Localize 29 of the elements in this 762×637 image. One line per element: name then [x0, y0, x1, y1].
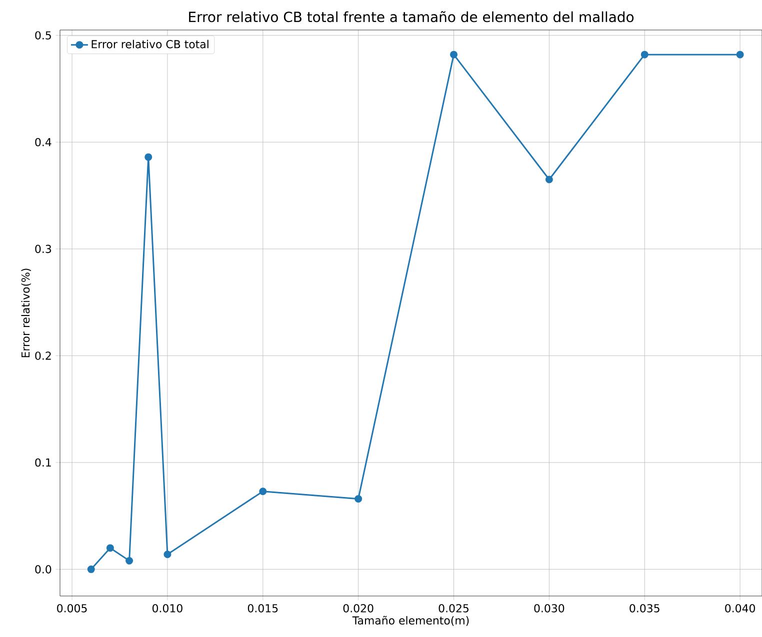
x-tick-label: 0.010: [152, 604, 182, 612]
y-tick-label: 0.1: [35, 458, 51, 467]
y-tick-label: 0.0: [35, 565, 52, 574]
point: [144, 153, 152, 161]
point: [640, 50, 648, 58]
point: [354, 495, 362, 503]
chart-title: Error relativo CB total frente a tamaño de elemento del mallado: [189, 11, 634, 22]
x-tick-label: 0.025: [438, 604, 468, 612]
point: [87, 566, 95, 574]
point: [126, 557, 134, 565]
y-axis-title: Error relativo(%): [21, 268, 31, 358]
x-tick-label: 0.005: [57, 604, 87, 612]
x-tick-label: 0.015: [248, 604, 278, 612]
point: [164, 550, 172, 558]
x-axis-title: Tamaño elemento(m): [352, 616, 469, 626]
point: [545, 176, 553, 184]
point: [736, 50, 744, 58]
x-tick-label: 0.040: [725, 604, 755, 612]
legend-label: Error relativo CB total: [92, 40, 208, 48]
x-tick-label: 0.020: [343, 604, 374, 612]
x-tick-label: 0.035: [630, 604, 660, 612]
point: [106, 544, 114, 552]
y-tick-label: 0.4: [35, 138, 52, 146]
point: [450, 50, 458, 58]
y-tick-label: 0.5: [35, 31, 51, 40]
point: [259, 488, 267, 496]
y-tick-label: 0.3: [35, 244, 52, 254]
y-tick-label: 0.2: [35, 352, 51, 360]
x-tick-label: 0.030: [534, 604, 564, 612]
